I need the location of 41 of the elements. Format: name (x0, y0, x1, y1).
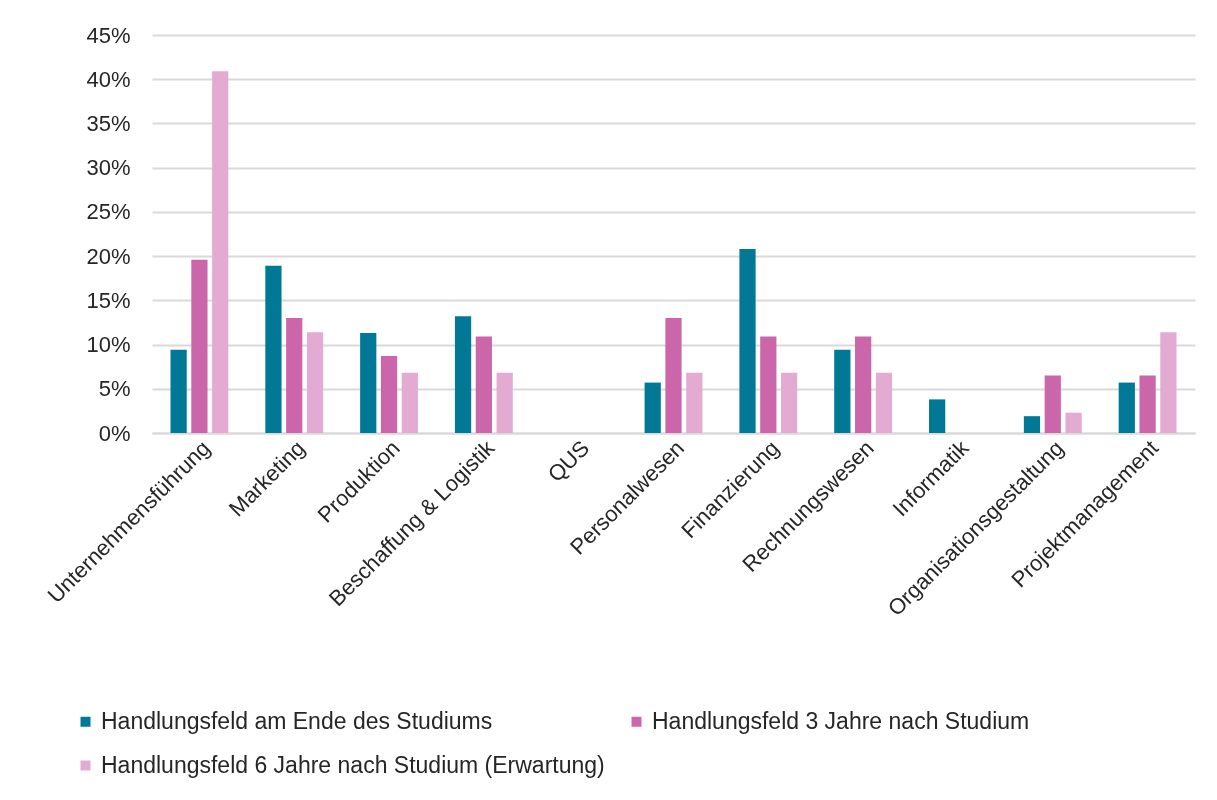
bar (855, 336, 872, 433)
bar (496, 372, 513, 433)
legend-label: Handlungsfeld 6 Jahre nach Studium (Erwartung) (101, 751, 605, 778)
bar (1160, 332, 1177, 433)
legend-label: Handlungsfeld 3 Jahre nach Studium (652, 707, 1030, 734)
bar (170, 349, 187, 433)
legend-label: Handlungsfeld am Ende des Studiums (101, 707, 493, 734)
bar (834, 349, 851, 433)
bar (665, 318, 682, 433)
y-tick-label: 15% (86, 287, 131, 313)
bar (644, 382, 661, 433)
bar (1065, 412, 1082, 433)
bar (760, 336, 777, 433)
y-tick-label: 20% (86, 243, 131, 269)
bar (739, 249, 756, 433)
y-tick-label: 35% (86, 110, 131, 136)
bar (454, 316, 472, 433)
bar (686, 372, 703, 433)
y-tick-label: 40% (86, 66, 131, 92)
bar (286, 318, 303, 433)
bar (1044, 375, 1061, 433)
bar (380, 356, 398, 433)
bar (475, 336, 492, 433)
y-tick-label: 30% (86, 155, 131, 181)
bar (360, 333, 377, 433)
bar (1139, 375, 1156, 433)
bar (929, 399, 946, 433)
bar (306, 332, 324, 433)
bar (1023, 416, 1041, 433)
bar (265, 265, 282, 433)
y-tick-label: 5% (98, 376, 131, 402)
bar (401, 372, 418, 433)
y-tick-label: 25% (86, 199, 131, 225)
bar (191, 259, 208, 433)
bar (781, 372, 798, 433)
y-tick-label: 0% (98, 420, 131, 446)
bar (1118, 382, 1135, 433)
y-tick-label: 10% (86, 332, 131, 358)
bar (212, 71, 229, 433)
bar (875, 372, 893, 433)
y-tick-label: 45% (86, 22, 131, 48)
